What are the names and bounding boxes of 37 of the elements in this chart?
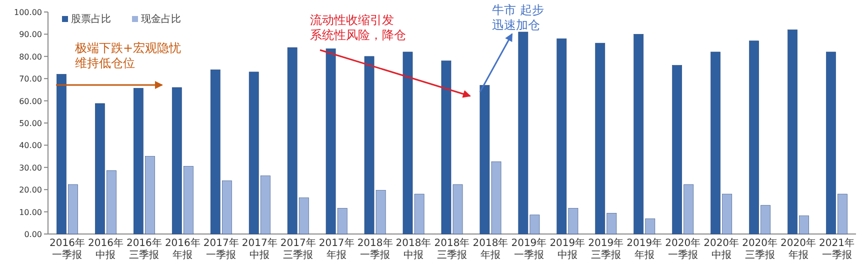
y-tick-label: 90.00	[19, 30, 42, 40]
x-tick-label: 2019年年报	[626, 237, 662, 261]
x-tick-label: 2018年三季报	[434, 237, 470, 261]
x-tick-label: 2016年一季报	[50, 237, 85, 261]
y-tick-label: 100.00	[14, 8, 42, 17]
y-tick-label: 20.00	[19, 186, 42, 195]
x-tick-label: 2020年一季报	[665, 237, 701, 261]
x-tick-label: 2018年中报	[396, 237, 432, 261]
x-tick-label: 2020年中报	[704, 237, 740, 261]
x-tick-label: 2016年中报	[88, 237, 124, 261]
x-tick-label: 2018年一季报	[357, 237, 393, 261]
y-tick-label: 10.00	[19, 208, 42, 217]
x-tick-label: 2020年三季报	[742, 237, 778, 261]
y-tick-label: 0.00	[24, 230, 42, 239]
y-tick-label: 50.00	[19, 119, 42, 128]
legend-label: 股票占比	[71, 13, 111, 25]
annotation: 极端下跌+宏观隐忧维持低仓位	[74, 41, 182, 70]
x-tick-label: 2017年中报	[242, 237, 278, 261]
x-tick-label: 2020年年报	[780, 237, 816, 261]
x-tick-label: 2019年三季报	[588, 237, 624, 261]
annotation: 牛市 起步迅速加仓	[492, 3, 544, 32]
y-tick-label: 70.00	[19, 74, 42, 84]
y-tick-label: 60.00	[19, 96, 42, 106]
x-tick-label: 2021年一季报	[819, 237, 854, 261]
x-tick-label: 2019年中报	[550, 237, 586, 261]
y-tick-label: 30.00	[19, 163, 42, 172]
annotation: 流动性收缩引发系统性风险，降仓	[310, 13, 406, 42]
x-tick-label: 2019年一季报	[511, 237, 547, 261]
x-tick-label: 2018年年报	[472, 237, 508, 261]
x-tick-label: 2017年三季报	[280, 237, 316, 261]
x-tick-label: 2017年一季报	[203, 237, 239, 261]
x-tick-label: 2016年年报	[164, 237, 200, 261]
y-tick-label: 40.00	[19, 141, 42, 150]
legend-label: 现金占比	[141, 13, 181, 25]
y-tick-label: 80.00	[19, 52, 42, 62]
x-tick-label: 2017年年报	[318, 237, 354, 261]
x-tick-label: 2016年三季报	[126, 237, 162, 261]
